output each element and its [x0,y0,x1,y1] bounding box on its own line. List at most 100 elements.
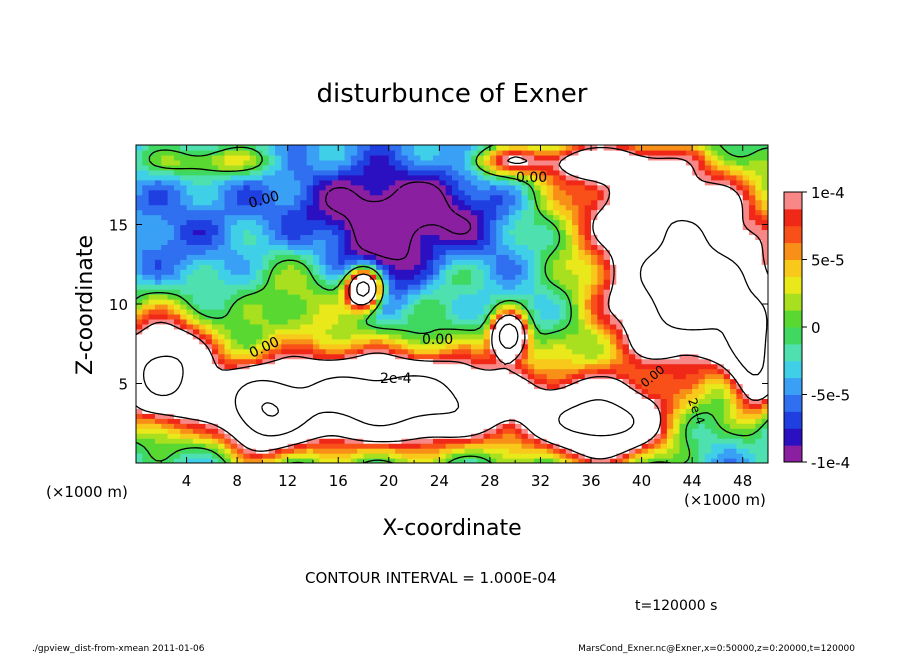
field-cell [369,164,377,171]
field-cell [205,189,213,196]
field-cell [331,443,339,449]
field-cell [230,189,238,196]
field-cell [527,403,535,409]
field-cell [249,249,257,255]
field-cell [312,363,320,370]
field-cell [508,408,516,414]
field-cell [464,418,472,424]
field-cell [597,338,605,345]
field-cell [376,199,384,206]
field-cell [382,154,390,161]
field-cell [489,448,497,454]
field-cell [136,164,143,171]
field-cell [167,269,175,275]
field-cell [439,284,447,290]
field-cell [584,443,592,449]
field-cell [287,299,295,305]
field-cell [603,368,611,375]
field-cell [167,418,175,424]
field-cell [401,214,409,221]
field-cell [167,358,175,365]
field-cell [508,373,516,380]
field-cell [470,254,478,260]
field-cell [167,408,175,414]
field-cell [338,189,346,196]
field-cell [224,403,232,409]
field-cell [553,308,561,315]
field-cell [319,289,327,295]
field-cell [382,219,390,226]
field-cell [287,393,295,400]
field-cell [319,438,327,444]
field-cell [470,249,478,255]
field-cell [521,353,529,360]
field-cell [489,284,497,290]
field-cell [357,333,365,340]
field-cell [622,169,630,176]
field-cell [452,209,459,216]
field-cell [464,323,472,330]
field-cell [287,318,295,325]
field-cell [521,164,529,171]
field-cell [388,318,396,325]
field-cell [584,438,592,444]
field-cell [249,254,257,260]
field-cell [312,184,320,191]
field-cell [515,383,523,390]
field-cell [433,199,440,206]
field-cell [508,353,516,360]
field-cell [249,393,257,400]
field-cell [565,373,573,380]
field-cell [331,448,339,454]
field-cell [319,264,327,270]
field-cell [546,269,554,275]
field-cell [319,239,327,245]
field-cell [224,259,232,265]
field-cell [603,269,611,275]
field-cell [300,154,308,161]
field-cell [167,299,175,305]
field-cell [249,423,257,429]
field-cell [521,259,529,265]
field-cell [553,289,561,295]
field-cell [173,154,181,161]
field-cell [350,333,358,340]
field-cell [464,333,472,340]
field-cell [477,264,485,270]
field-cell [445,274,453,280]
field-cell [186,453,194,459]
field-cell [584,348,592,355]
field-cell [275,145,282,151]
field-cell [344,363,352,370]
field-cell [439,343,447,350]
field-cell [350,194,358,201]
field-cell [369,313,377,320]
field-cell [281,423,289,429]
field-cell [426,149,434,156]
field-cell [192,154,200,161]
field-cell [249,234,257,241]
field-cell [237,224,245,231]
field-cell [363,423,371,429]
field-cell [489,438,497,444]
field-cell [363,204,371,211]
field-cell [496,199,504,206]
field-cell [452,154,459,161]
field-cell [515,448,523,454]
field-cell [306,179,314,186]
field-cell [458,333,466,340]
field-cell [180,348,188,355]
field-cell [312,348,320,355]
field-cell [584,423,592,429]
field-cell [616,373,624,380]
field-cell [142,313,150,320]
field-cell [325,229,333,236]
field-cell [489,254,497,260]
field-cell [433,363,440,370]
field-cell [192,428,200,434]
field-cell [578,438,586,444]
field-cell [136,458,143,463]
field-cell [300,343,308,350]
field-cell [388,279,396,285]
field-cell [192,423,200,429]
